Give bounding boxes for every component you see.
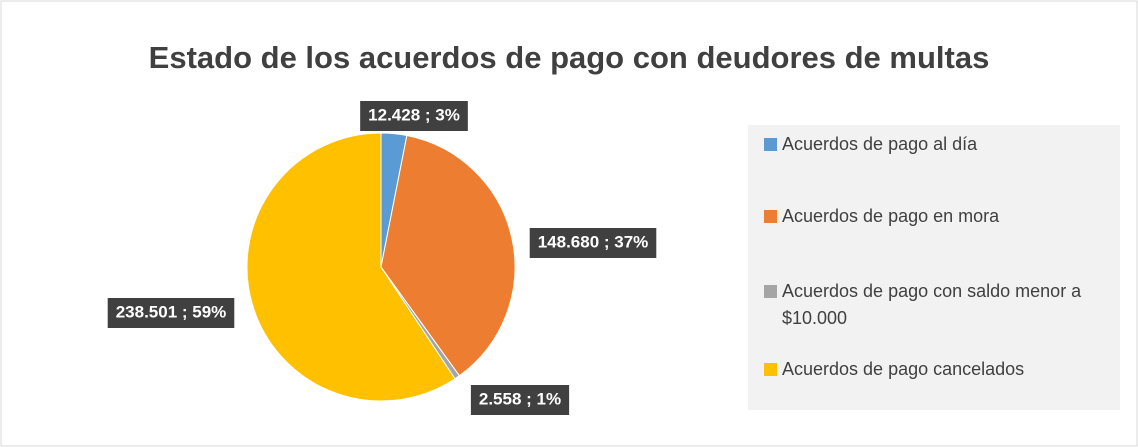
legend-label: Acuerdos de pago cancelados [782,359,1025,379]
data-label: 2.558 ; 1% [479,389,561,408]
legend-label: Acuerdos de pago al día [782,134,978,154]
pie-slice [380,134,516,377]
legend-label: Acuerdos de pago con saldo menor a $10.0… [782,281,1082,328]
legend-swatch [764,285,777,298]
legend-label: Acuerdos de pago en mora [782,206,1000,226]
legend-swatch [764,138,777,151]
data-label: 148.680 ; 37% [538,232,649,251]
legend-swatch [764,363,777,376]
legend-entry: Acuerdos de pago en mora [764,203,1127,230]
data-label-box [360,101,468,131]
legend-entry: Acuerdos de pago con saldo menor a $10.0… [764,278,1127,332]
chart-title: Estado de los acuerdos de pago con deudo… [149,40,990,75]
legend: Acuerdos de pago al día Acuerdos de pago … [748,125,1120,410]
pie-slice [246,132,456,402]
legend-entry: Acuerdos de pago cancelados [764,356,1127,383]
legend-entry: Acuerdos de pago al día [764,131,1127,158]
data-label-box [529,228,657,258]
legend-swatch [764,210,777,223]
data-label-box [470,385,570,415]
data-label: 238.501 ; 59% [116,302,227,321]
data-label-box [107,298,235,328]
data-label: 12.428 ; 3% [368,105,460,124]
